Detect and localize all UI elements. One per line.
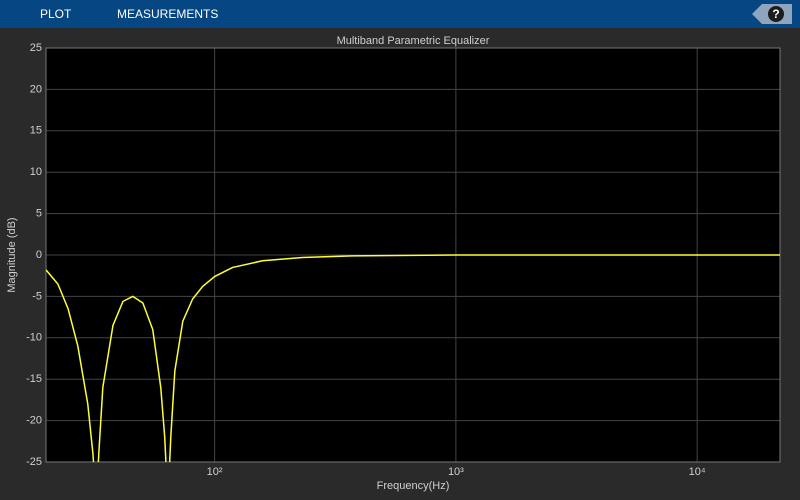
- y-tick-label: 20: [30, 83, 42, 95]
- chart: Multiband Parametric Equalizer Frequency…: [6, 35, 781, 492]
- x-tick-label: 10²: [207, 466, 223, 478]
- y-tick-label: 10: [30, 166, 42, 178]
- y-tick-label: 0: [36, 249, 42, 261]
- y-tick-label: 5: [36, 208, 42, 220]
- chart-title: Multiband Parametric Equalizer: [337, 35, 490, 47]
- toolbar: PLOT MEASUREMENTS ?: [0, 0, 800, 28]
- y-tick-label: 15: [30, 125, 42, 137]
- y-tick-label: -20: [26, 415, 42, 427]
- y-axis-label: Magnitude (dB): [6, 217, 18, 292]
- help-icon[interactable]: ?: [768, 6, 784, 22]
- y-tick-label: -5: [32, 290, 42, 302]
- line: [46, 254, 780, 462]
- tab[interactable]: MEASUREMENTS: [117, 7, 219, 21]
- y-tick-label: 25: [30, 42, 42, 54]
- x-axis-label: Frequency(Hz): [377, 480, 450, 492]
- help-button[interactable]: ?: [752, 4, 792, 24]
- y-tick-label: -15: [26, 373, 42, 385]
- x-tick-label: 10³: [448, 466, 464, 478]
- tab[interactable]: PLOT: [40, 7, 72, 21]
- y-tick-label: -10: [26, 332, 42, 344]
- x-tick-label: 10⁴: [689, 466, 706, 478]
- y-tick-label: -25: [26, 456, 42, 468]
